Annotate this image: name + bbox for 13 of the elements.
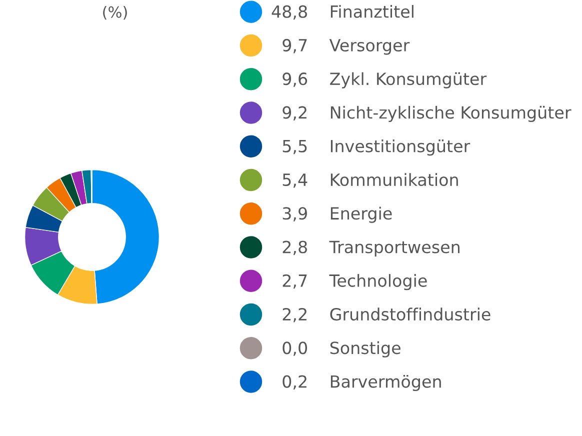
legend-label: 3,9 Energie <box>282 206 392 223</box>
legend-label: 9,2 Nicht-zyklische Konsumgüter <box>282 106 572 122</box>
legend-label: 2,2 Grundstoffindustrie <box>282 308 490 322</box>
legend-label: 9,6 Zykl. Konsumgüter <box>282 72 487 88</box>
legend-label: 2,7 Technologie <box>282 274 427 290</box>
legend-label: 5,5 Investitionsgüter <box>282 140 470 156</box>
legend-label: 5,4 Kommunikation <box>282 173 458 188</box>
chart-title: (%) <box>103 6 127 20</box>
legend-label: 9,7 Versorger <box>282 38 410 55</box>
legend-label: 48,8 Finanztitel <box>272 5 414 20</box>
legend-label: 0,0 Sonstige <box>282 341 400 358</box>
legend-label: 0,2 Barvermögen <box>282 374 441 392</box>
legend-label: 2,8 Transportwesen <box>282 240 460 257</box>
